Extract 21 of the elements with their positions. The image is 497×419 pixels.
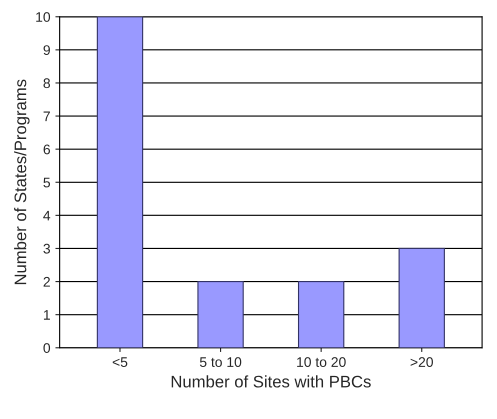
x-tick-label: 10 to 20: [297, 357, 346, 367]
y-tick-label: 10: [36, 12, 50, 22]
bar: [298, 281, 344, 348]
bar: [197, 281, 244, 348]
y-tick-label: 3: [43, 244, 50, 254]
x-tick-label: <5: [112, 357, 128, 367]
y-tick-label: 0: [43, 343, 50, 353]
x-axis-title: Number of Sites with PBCs: [172, 375, 371, 388]
y-tick-label: 5: [43, 178, 50, 188]
y-tick-label: 2: [44, 276, 50, 287]
y-tick-label: 1: [44, 310, 50, 320]
bar: [398, 248, 445, 348]
bar: [96, 16, 144, 348]
y-tick-label: 7: [44, 112, 50, 122]
y-tick-label: 6: [44, 144, 50, 154]
x-tick-label: 5 to 10: [200, 357, 242, 367]
y-tick-label: 9: [44, 45, 50, 56]
y-tick-label: 4: [43, 210, 50, 220]
y-axis-title: Number of States/Programs: [14, 80, 30, 284]
y-tick-label: 8: [43, 78, 50, 88]
x-tick-label: >20: [410, 357, 433, 367]
